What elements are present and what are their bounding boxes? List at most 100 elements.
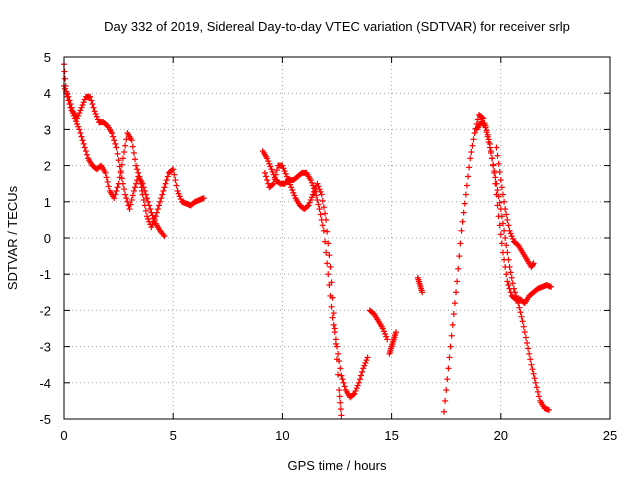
data-point <box>470 136 477 143</box>
data-point <box>316 186 323 193</box>
data-point <box>111 137 118 144</box>
data-point <box>516 304 523 311</box>
data-point <box>284 176 291 183</box>
data-point <box>143 213 150 220</box>
data-point <box>451 300 458 307</box>
data-point <box>78 133 85 140</box>
data-point <box>62 85 69 92</box>
data-point <box>505 282 512 289</box>
data-point <box>455 265 462 272</box>
data-point <box>160 187 167 194</box>
data-point <box>74 115 81 122</box>
data-point <box>174 187 181 194</box>
data-point <box>471 130 478 137</box>
data-point <box>129 143 136 150</box>
data-point <box>77 130 84 137</box>
data-point <box>130 187 137 194</box>
data-point <box>272 171 279 178</box>
data-point <box>161 184 168 191</box>
data-point <box>291 192 298 199</box>
data-point <box>321 238 328 245</box>
data-point <box>313 192 320 199</box>
data-point <box>334 356 340 363</box>
data-point <box>359 368 366 375</box>
data-point <box>319 222 326 229</box>
data-point <box>109 130 116 137</box>
data-point <box>154 206 161 213</box>
x-axis-label: GPS time / hours <box>288 458 387 473</box>
data-point <box>61 68 68 75</box>
data-point <box>448 332 455 339</box>
data-point <box>111 195 118 202</box>
data-point <box>492 180 499 187</box>
data-point <box>337 399 344 406</box>
data-point <box>162 180 169 187</box>
data-point <box>123 195 130 202</box>
data-point <box>338 412 345 419</box>
y-tick-label: 1 <box>44 195 51 210</box>
data-point <box>314 196 321 203</box>
data-point <box>65 93 72 100</box>
data-point <box>123 136 130 143</box>
data-point <box>484 131 491 138</box>
data-point <box>479 114 486 121</box>
data-point <box>143 195 150 202</box>
x-tick-label: 10 <box>275 428 289 443</box>
data-point <box>518 313 525 320</box>
data-point <box>358 372 365 379</box>
data-point <box>545 406 552 413</box>
y-tick-label: 3 <box>44 122 51 137</box>
data-point <box>305 202 312 209</box>
data-point <box>315 201 322 208</box>
data-point <box>419 289 426 296</box>
data-point <box>501 256 508 263</box>
data-point <box>133 162 140 169</box>
data-point <box>75 112 82 119</box>
data-point <box>506 285 513 292</box>
data-point <box>486 140 493 147</box>
grid <box>64 57 610 419</box>
data-point <box>467 155 474 162</box>
data-point <box>465 173 472 180</box>
data-point <box>497 177 504 184</box>
data-point <box>78 104 85 111</box>
data-point <box>66 97 73 104</box>
data-point <box>324 228 331 235</box>
data-point <box>149 212 156 219</box>
data-point <box>304 203 311 210</box>
y-tick-label: -2 <box>39 303 51 318</box>
data-point <box>468 149 475 156</box>
data-point <box>113 144 120 151</box>
data-point <box>172 177 179 184</box>
data-point <box>524 339 531 346</box>
data-point <box>520 323 527 330</box>
data-point <box>494 187 501 194</box>
data-point <box>456 253 463 260</box>
data-point <box>148 209 155 216</box>
data-point <box>449 321 456 328</box>
data-point <box>457 240 464 247</box>
data-point <box>118 175 125 182</box>
data-point <box>530 370 537 377</box>
x-tick-label: 20 <box>494 428 508 443</box>
data-point <box>116 163 123 170</box>
data-point <box>308 179 315 186</box>
data-point <box>334 343 340 350</box>
data-point <box>177 196 184 203</box>
data-point <box>548 283 555 290</box>
data-point <box>466 164 473 171</box>
data-point <box>176 193 183 200</box>
data-point <box>461 200 468 207</box>
data-point <box>83 151 90 158</box>
data-point <box>505 222 512 229</box>
data-point <box>336 393 343 400</box>
data-point <box>145 215 152 222</box>
data-point <box>88 97 95 104</box>
data-point <box>497 231 504 238</box>
data-point <box>453 289 460 296</box>
data-point <box>356 376 363 383</box>
data-point <box>338 372 345 379</box>
data-point <box>442 397 449 404</box>
data-point <box>290 189 297 196</box>
data-point <box>320 227 327 234</box>
